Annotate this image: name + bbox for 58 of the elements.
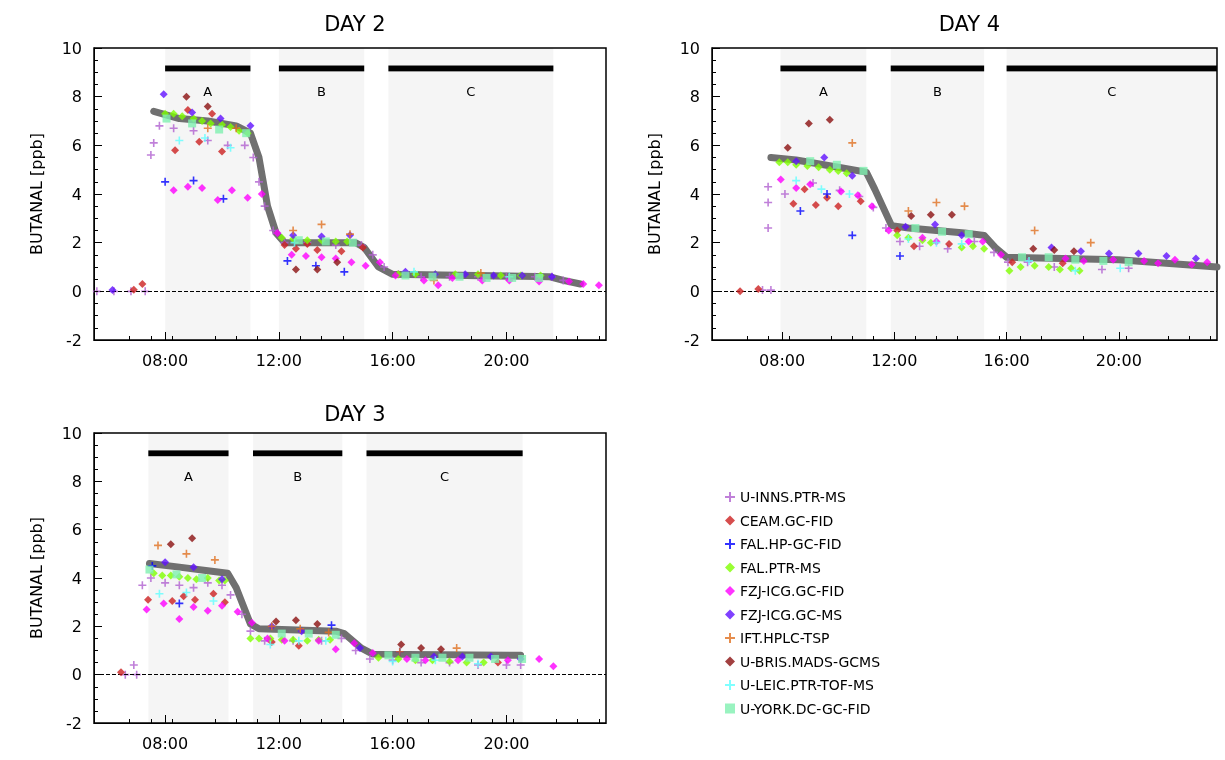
band-label: C	[466, 84, 476, 99]
x-tick-label: 12:00	[255, 733, 302, 753]
x-tick-label: 08:00	[142, 733, 189, 753]
y-tick-label: 10	[61, 38, 82, 58]
band-label: A	[183, 469, 193, 484]
y-tick-label: 4	[689, 184, 700, 204]
y-tick-label: 4	[71, 184, 82, 204]
y-tick-label: -2	[66, 330, 82, 350]
band-label: C	[1107, 84, 1117, 99]
band-label: B	[932, 84, 942, 99]
chart-title: DAY 4	[938, 11, 1001, 36]
legend-label: FAL.HP-GC-FID	[740, 536, 842, 552]
x-tick-label: 20:00	[483, 733, 530, 753]
band-label: A	[818, 84, 828, 99]
legend-label: U-YORK.DC-GC-FID	[740, 700, 871, 717]
x-tick-label: 16:00	[369, 350, 416, 370]
y-tick-label: 0	[71, 281, 82, 301]
y-tick-label: 6	[689, 135, 700, 155]
y-tick-label: 2	[71, 616, 82, 636]
legend-label: CEAM.GC-FID	[740, 512, 834, 529]
x-tick-label: 16:00	[983, 350, 1030, 370]
chart-title: DAY 2	[324, 11, 386, 36]
x-tick-label: 08:00	[142, 350, 189, 370]
x-tick-label: 08:00	[759, 350, 806, 370]
chart-title: DAY 3	[324, 401, 386, 426]
x-tick-label: 12:00	[871, 350, 918, 370]
y-tick-label: -2	[66, 713, 82, 733]
x-tick-label: 20:00	[1095, 350, 1142, 370]
x-tick-label: 16:00	[369, 733, 416, 753]
y-tick-label: 6	[71, 520, 82, 540]
y-axis-title: BUTANAL [ppb]	[644, 132, 664, 256]
y-tick-label: 0	[71, 665, 82, 685]
x-tick-label: 12:00	[255, 350, 302, 370]
y-tick-label: 8	[689, 87, 700, 107]
legend-label: FZJ-ICG.GC-FID	[740, 583, 845, 599]
band-label: A	[203, 84, 213, 99]
y-tick-label: 8	[71, 471, 82, 491]
y-tick-label: 4	[71, 568, 82, 588]
y-tick-label: 2	[71, 233, 82, 253]
y-tick-label: -2	[684, 330, 700, 350]
legend-label: U-LEIC.PTR-TOF-MS	[740, 677, 874, 693]
y-tick-label: 8	[71, 87, 82, 107]
band-label: B	[293, 469, 303, 484]
y-tick-label: 10	[679, 38, 700, 58]
y-tick-label: 0	[689, 281, 700, 301]
y-tick-label: 6	[71, 135, 82, 155]
y-axis-title: BUTANAL [ppb]	[26, 132, 46, 256]
y-axis-title: BUTANAL [ppb]	[26, 516, 46, 640]
legend-label: U-BRIS.MADS-GCMS	[740, 653, 881, 670]
band-label: C	[440, 469, 450, 484]
legend-label: U-INNS.PTR-MS	[740, 489, 846, 505]
legend-label: FAL.PTR-MS	[740, 559, 821, 576]
y-tick-label: 10	[61, 423, 82, 443]
legend-label: FZJ-ICG.GC-MS	[740, 606, 843, 623]
x-tick-label: 20:00	[483, 350, 530, 370]
y-tick-label: 2	[689, 233, 700, 253]
band-label: B	[317, 84, 327, 99]
legend-label: IFT.HPLC-TSP	[740, 630, 830, 646]
